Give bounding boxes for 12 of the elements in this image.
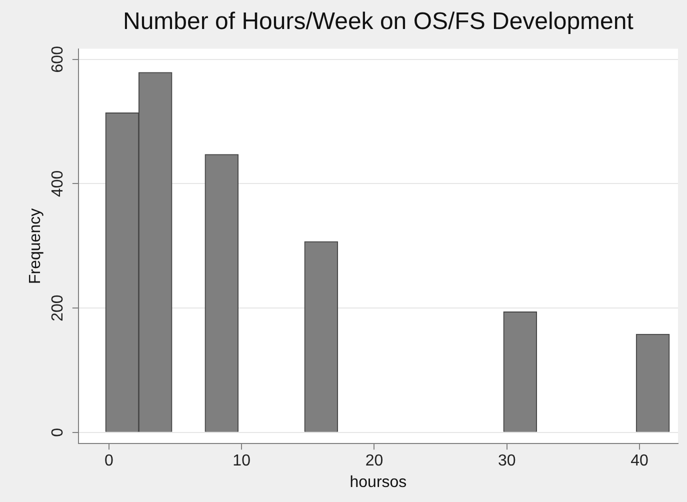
y-tick-label: 600 [49, 46, 66, 73]
y-axis-title: Frequency [27, 208, 44, 284]
x-tick-label: 10 [232, 452, 251, 470]
x-tick-label: 20 [365, 452, 384, 470]
x-tick-label: 40 [630, 452, 649, 470]
y-tick-label: 200 [49, 294, 66, 322]
x-axis-title: hoursos [350, 474, 407, 491]
x-tick-label: 30 [498, 452, 516, 470]
x-tick-label: 0 [104, 452, 114, 470]
y-tick-label: 0 [49, 428, 66, 437]
y-tick-label: 400 [49, 170, 66, 198]
chart-title: Number of Hours/Week on OS/FS Development [122, 8, 634, 36]
